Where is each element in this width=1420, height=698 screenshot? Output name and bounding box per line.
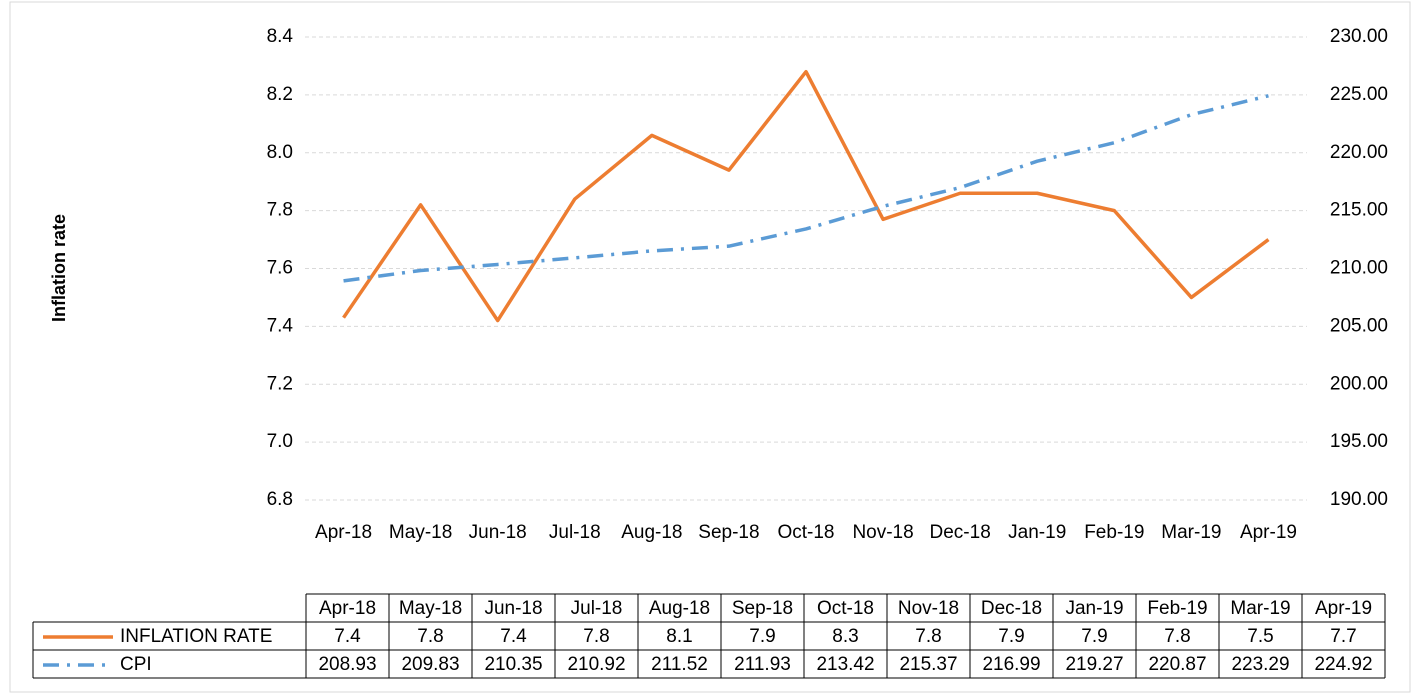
table-header: Mar-19 [1230, 598, 1290, 619]
series-line [342, 69, 1270, 323]
table-header: Jul-18 [571, 598, 623, 619]
chart-border [9, 1, 1411, 693]
table-cell: 210.92 [567, 654, 625, 675]
table-cell: 208.93 [318, 654, 376, 675]
legend-label: CPI [120, 654, 152, 675]
table-cell: 7.9 [998, 626, 1024, 647]
y-tick-label: 6.8 [267, 489, 293, 510]
table-cell: 7.4 [500, 626, 527, 647]
table-cell: 223.29 [1231, 654, 1289, 675]
y-tick-label: 8.0 [267, 142, 293, 163]
table-cell: 209.83 [401, 654, 459, 675]
table-cell: 7.8 [417, 626, 443, 647]
table-cell: 7.7 [1330, 626, 1356, 647]
y-tick-label: 7.8 [267, 200, 293, 221]
table-cell: 216.99 [982, 654, 1040, 675]
y2-tick-label: 225.00 [1330, 84, 1388, 105]
y2-tick-label: 230.00 [1330, 26, 1388, 47]
table-cell: 7.9 [1081, 626, 1107, 647]
table-cell: 7.9 [749, 626, 775, 647]
y-tick-label: 8.4 [267, 26, 294, 47]
x-tick-label: Mar-19 [1161, 522, 1221, 543]
table-cell: 213.42 [816, 654, 874, 675]
table-header: Apr-18 [319, 598, 376, 619]
y-tick-label: 7.2 [267, 373, 293, 394]
table-cell: 7.4 [334, 626, 361, 647]
series-line [343, 94, 1269, 283]
x-tick-label: Dec-18 [930, 522, 991, 543]
y-tick-label: 7.6 [267, 258, 293, 279]
y2-tick-label: 190.00 [1330, 489, 1388, 510]
table-cell: 8.3 [832, 626, 858, 647]
x-tick-label: Aug-18 [621, 522, 682, 543]
table-header: Jan-19 [1065, 598, 1123, 619]
table-header: Feb-19 [1147, 598, 1207, 619]
table-cell: 7.5 [1247, 626, 1273, 647]
table-cell: 211.52 [651, 654, 708, 675]
y2-tick-label: 205.00 [1330, 315, 1388, 336]
y-tick-label: 8.2 [267, 84, 293, 105]
table-cell: 215.37 [899, 654, 957, 675]
y2-tick-label: 220.00 [1330, 142, 1388, 163]
y-axis-label: Inflation rate [49, 214, 69, 322]
table-cell: 219.27 [1065, 654, 1123, 675]
x-tick-label: Oct-18 [777, 522, 834, 543]
table-cell: 7.8 [583, 626, 609, 647]
table-cell: 7.8 [1164, 626, 1190, 647]
table-header: Oct-18 [817, 598, 874, 619]
x-tick-label: Nov-18 [852, 522, 913, 543]
x-tick-label: Jun-18 [469, 522, 527, 543]
table-header: Sep-18 [732, 598, 793, 619]
y2-tick-label: 210.00 [1330, 258, 1388, 279]
table-cell: 211.93 [734, 654, 791, 675]
table-cell: 210.35 [484, 654, 542, 675]
table-cell: 220.87 [1148, 654, 1206, 675]
x-tick-label: May-18 [389, 522, 452, 543]
table-header: Apr-19 [1315, 598, 1372, 619]
x-tick-label: Feb-19 [1084, 522, 1144, 543]
y2-tick-label: 195.00 [1330, 431, 1388, 452]
x-tick-label: Apr-19 [1240, 522, 1297, 543]
y2-tick-label: 215.00 [1330, 200, 1388, 221]
table-cell: 7.8 [915, 626, 941, 647]
x-tick-label: Jul-18 [549, 522, 601, 543]
table-cell: 224.92 [1314, 654, 1372, 675]
y-tick-label: 7.0 [267, 431, 293, 452]
x-tick-label: Sep-18 [698, 522, 759, 543]
y-tick-label: 7.4 [267, 315, 294, 336]
table-header: Nov-18 [898, 598, 959, 619]
table-cell: 8.1 [666, 626, 692, 647]
x-tick-label: Jan-19 [1008, 522, 1066, 543]
table-header: Aug-18 [649, 598, 710, 619]
table-header: May-18 [399, 598, 462, 619]
table-header: Jun-18 [484, 598, 542, 619]
x-tick-label: Apr-18 [315, 522, 372, 543]
y2-tick-label: 200.00 [1330, 373, 1388, 394]
table-header: Dec-18 [981, 598, 1042, 619]
legend-label: INFLATION RATE [120, 626, 272, 647]
